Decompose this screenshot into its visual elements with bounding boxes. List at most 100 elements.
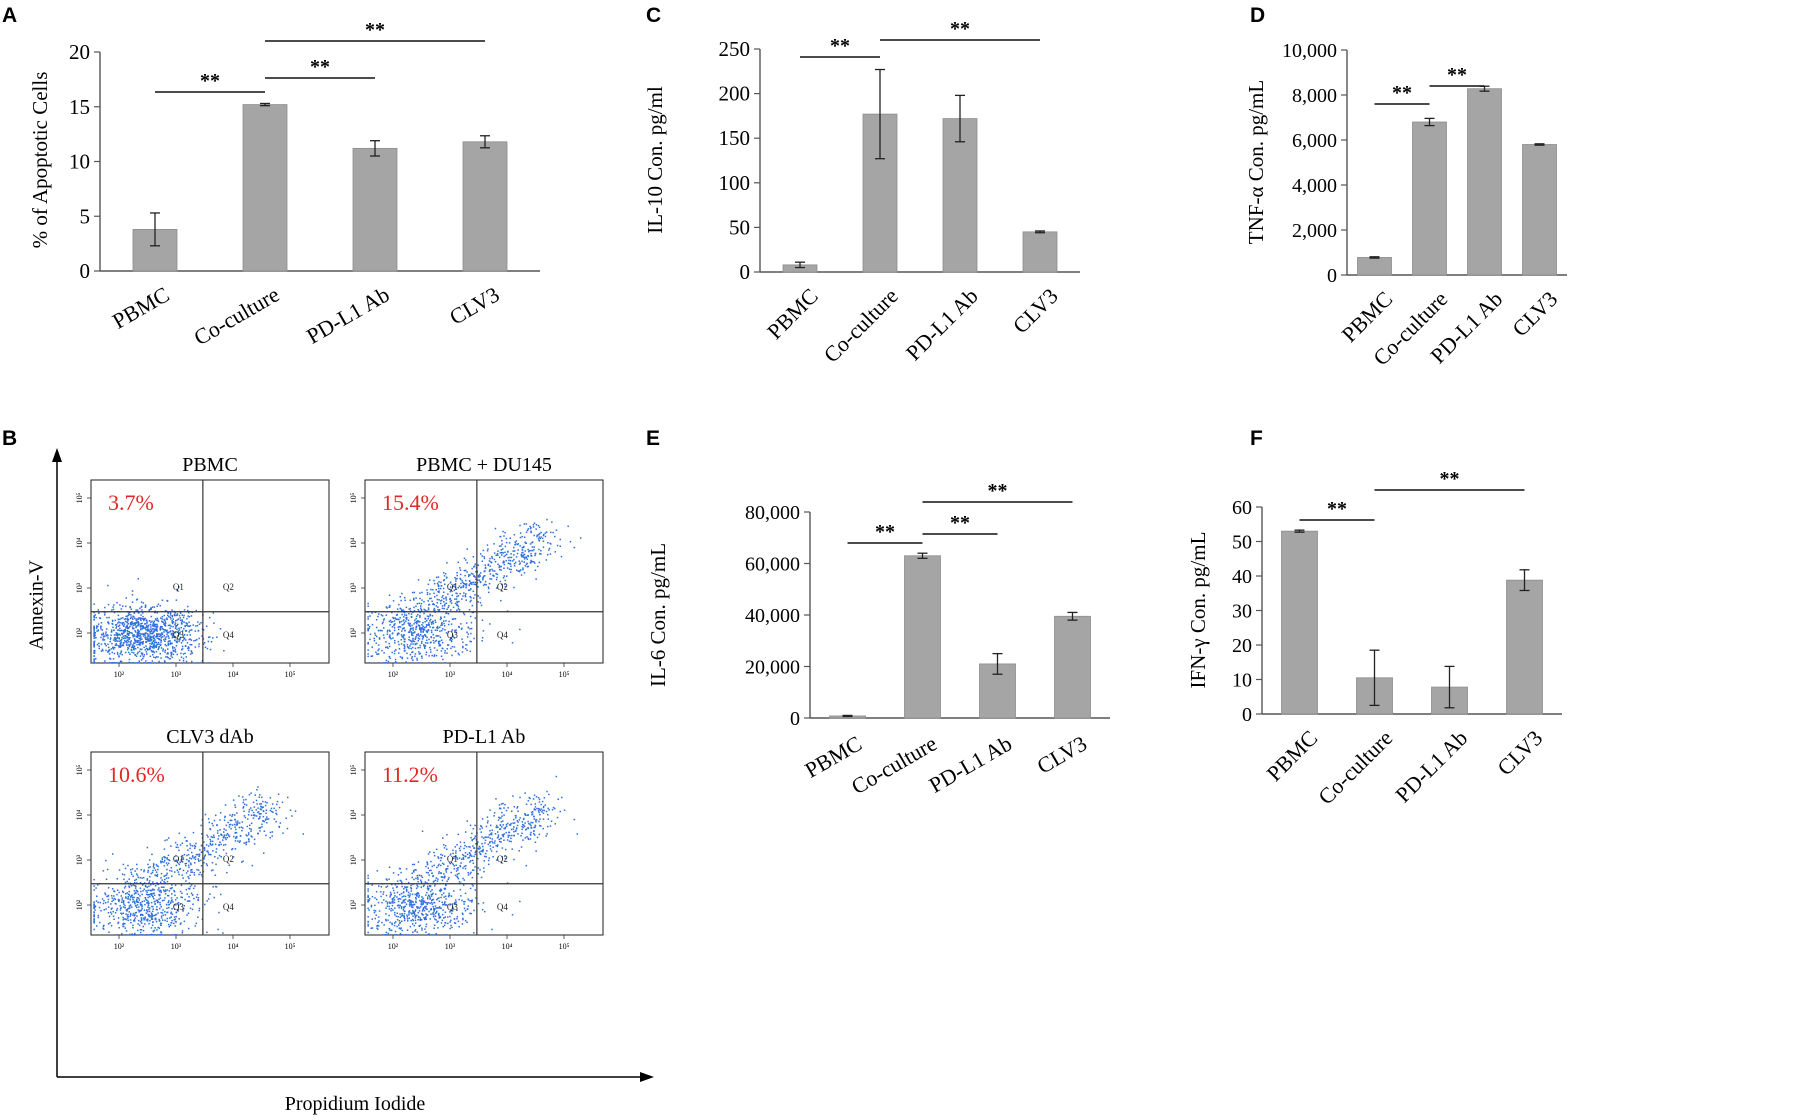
category-label: PBMC [108, 282, 173, 334]
bar-4 [1522, 144, 1557, 276]
annexin-axis-label: Annexin-V [26, 559, 48, 650]
bar-3 [352, 147, 398, 272]
bar-2 [242, 104, 288, 272]
bar-4 [1506, 579, 1543, 715]
y-tick-label: 20 [1232, 635, 1252, 657]
bar-chart-d: 0 2,000 4,000 6,000 8,000 10,000 TNF-α Con. pg… [1244, 40, 1567, 370]
category-label: Co-culture [190, 282, 284, 351]
significance-label: ** [988, 480, 1008, 502]
x-tick-label: 10² [114, 670, 125, 679]
x-tick-label: 10⁵ [285, 670, 296, 679]
y-tick-label: 10³ [349, 582, 358, 593]
x-tick-label: 10² [388, 942, 399, 951]
category-label: CLV3 [445, 282, 503, 330]
y-tick-label: 0 [1242, 704, 1252, 726]
annexin-axis-arrow [52, 448, 62, 462]
significance-label: ** [365, 19, 385, 41]
y-tick-label: 10⁵ [349, 492, 358, 503]
apoptosis-percent: 15.4% [382, 490, 439, 515]
y-tick-label: 10⁴ [75, 537, 84, 548]
y-tick-label: 150 [719, 126, 751, 150]
bar-1 [1357, 257, 1392, 276]
y-tick-label: 80,000 [745, 502, 800, 524]
y-tick-label: 60 [1232, 497, 1252, 519]
y-tick-label: 10⁴ [349, 537, 358, 548]
bar-chart-f: 0 10 20 30 40 50 60 IFN-γ Con. pg/mL PBMCCo-cult… [1186, 468, 1562, 809]
y-tick-label: 5 [80, 204, 91, 228]
category-label: Co-culture [1313, 725, 1397, 809]
apoptosis-percent: 10.6% [108, 762, 165, 787]
quadrant-label-q1: Q1 [447, 854, 458, 864]
bar-3 [942, 118, 978, 273]
bar-4 [1054, 615, 1091, 719]
significance-label: ** [200, 70, 220, 92]
quadrant-label-q1: Q1 [173, 582, 184, 592]
x-tick-label: 10³ [445, 670, 456, 679]
panel-letter-b: B [2, 427, 17, 450]
quadrant-label-q3: Q3 [173, 630, 184, 640]
x-tick-label: 10⁴ [228, 670, 239, 679]
category-label: Co-culture [847, 731, 941, 800]
quadrant-label-q2: Q2 [223, 854, 234, 864]
y-tick-label: 10⁵ [75, 764, 84, 775]
flow-dots [93, 786, 304, 936]
bar-chart-a: 0 5 10 15 20 % of Apoptotic Cells PBMC Co-cultu… [28, 19, 540, 350]
bar-3 [979, 663, 1016, 719]
y-tick-label: 8,000 [1292, 85, 1337, 107]
y-tick-label: 4,000 [1292, 175, 1337, 197]
quadrant-label-q4: Q4 [223, 902, 234, 912]
y-tick-label: 0 [740, 260, 751, 284]
y-axis-label: IL-10 Con. pg/ml [643, 86, 667, 234]
x-tick-label: 10⁵ [559, 670, 570, 679]
x-tick-label: 10⁴ [502, 942, 513, 951]
flow-cytometry-panel: Annexin-V Propidium Iodide PBMC Q1 Q2 Q3 Q4 3.7… [26, 448, 654, 1115]
category-label: PD-L1 Ab [302, 282, 393, 349]
y-axis-label: IFN-γ Con. pg/mL [1186, 532, 1210, 689]
pi-axis-arrow [640, 1072, 654, 1082]
bar-chart-e: 0 20,000 40,000 60,000 80,000 IL-6 Con. pg/mL… [646, 480, 1110, 799]
category-label: PBMC [1261, 725, 1322, 786]
quadrant-label-q2: Q2 [497, 582, 508, 592]
category-label: CLV3 [1033, 731, 1091, 779]
y-tick-label: 40,000 [745, 605, 800, 627]
y-tick-label: 20,000 [745, 657, 800, 679]
flow-plot-title: PD-L1 Ab [443, 726, 526, 748]
flow-plot-title: PBMC [182, 454, 238, 476]
bar-4 [1022, 231, 1058, 273]
y-axis-label: TNF-α Con. pg/mL [1244, 80, 1268, 244]
bar-2 [904, 555, 941, 719]
category-label: PBMC [762, 283, 823, 344]
y-tick-label: 10³ [349, 854, 358, 865]
apoptosis-percent: 11.2% [382, 762, 438, 787]
panel-letter-d: D [1250, 4, 1265, 27]
flow-dots [367, 775, 578, 936]
category-label: CLV3 [1492, 725, 1547, 780]
bar-3 [1467, 88, 1502, 276]
y-tick-label: 10³ [75, 854, 84, 865]
category-label: CLV3 [1008, 283, 1063, 338]
y-tick-label: 200 [719, 82, 751, 106]
significance-label: ** [1392, 82, 1412, 104]
y-tick-label: 20 [69, 40, 90, 64]
significance-label: ** [310, 56, 330, 78]
flow-plot-title: CLV3 dAb [166, 726, 254, 748]
y-tick-label: 10² [349, 899, 358, 910]
quadrant-label-q2: Q2 [497, 854, 508, 864]
flow-plot-1: PBMC Q1 Q2 Q3 Q4 3.7% 10² 10³ 10⁴ 10⁵ 10² 10³ 10⁴ 10⁵ [75, 454, 330, 679]
category-label: PD-L1 Ab [925, 731, 1016, 798]
y-tick-label: 10² [349, 627, 358, 638]
significance-label: ** [1440, 468, 1460, 490]
y-tick-label: 10⁵ [349, 764, 358, 775]
y-tick-label: 10,000 [1282, 40, 1337, 62]
y-tick-label: 30 [1232, 601, 1252, 623]
y-axis-label: IL-6 Con. pg/mL [646, 543, 670, 687]
flow-dots [367, 518, 582, 664]
panel-letter-e: E [646, 427, 660, 450]
y-tick-label: 10² [75, 627, 84, 638]
flow-dots [93, 578, 225, 664]
y-tick-label: 10 [1232, 670, 1252, 692]
y-tick-label: 15 [69, 95, 90, 119]
panel-letter-c: C [646, 4, 661, 27]
